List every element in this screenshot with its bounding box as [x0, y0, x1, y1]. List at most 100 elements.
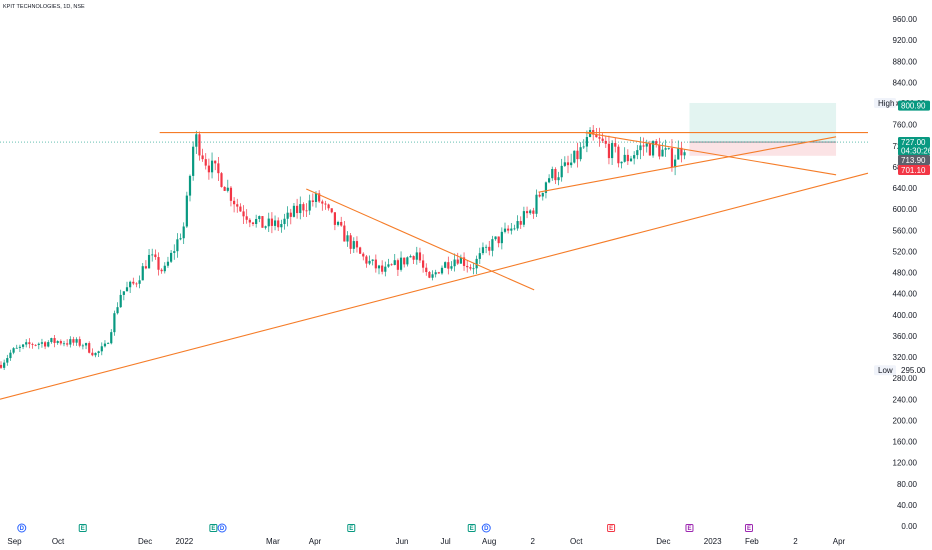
price-tick-label: 400.00	[893, 311, 918, 320]
time-tick-label: Jul	[440, 537, 450, 546]
candle-body	[113, 313, 116, 333]
earnings-event-glyph: E	[349, 526, 353, 532]
dividend-event-icon	[17, 523, 27, 533]
time-tick-label: Apr	[309, 537, 322, 546]
candle-body	[680, 147, 683, 156]
candle-body	[151, 254, 154, 256]
candle-body	[604, 140, 607, 144]
candle-body	[497, 236, 500, 244]
candle-body	[34, 344, 37, 346]
earnings-event-icon	[685, 524, 694, 532]
candle-body	[453, 259, 456, 267]
candle-body	[311, 200, 314, 202]
price-axis[interactable]: 960.00920.00880.00840.00800.00760.00720.…	[893, 15, 918, 531]
candle-body	[415, 252, 418, 260]
candle-body	[188, 175, 192, 196]
candle-body	[450, 266, 453, 269]
candle-body	[538, 194, 541, 197]
candle-body	[639, 145, 642, 151]
candle-body	[507, 228, 510, 231]
candle-body	[485, 246, 488, 248]
candle-body	[368, 260, 371, 264]
candle-body	[229, 187, 233, 201]
candle-body	[214, 160, 217, 164]
candle-body	[129, 281, 132, 288]
earnings-event-icon	[744, 524, 753, 532]
candle-body	[469, 267, 472, 269]
candle-body	[651, 141, 655, 156]
price-badge	[898, 100, 930, 111]
candle-body	[629, 158, 633, 162]
candle-body	[21, 344, 25, 347]
candle-body	[119, 294, 122, 308]
candle-body	[195, 134, 198, 147]
candle-body	[88, 343, 91, 353]
candle-body	[500, 231, 503, 244]
candle-body	[585, 137, 588, 147]
candle-body	[428, 272, 431, 278]
price-badge	[898, 165, 930, 176]
candle-body	[560, 165, 563, 178]
candle-body	[598, 137, 601, 139]
price-badge	[898, 137, 930, 148]
candle-body	[330, 208, 333, 213]
candle-body	[491, 239, 494, 251]
earnings-event-icon	[607, 524, 616, 532]
earnings-event-glyph: E	[81, 526, 85, 532]
time-tick-label: Oct	[52, 537, 65, 546]
candle-body	[393, 260, 396, 265]
earnings-event-glyph: E	[470, 526, 474, 532]
candle-body	[37, 343, 40, 345]
candle-body	[3, 362, 6, 368]
candle-body	[494, 236, 497, 240]
candle-body	[267, 218, 270, 227]
candle-body	[576, 150, 579, 160]
price-tick-label: 560.00	[893, 226, 918, 235]
candle-body	[81, 345, 84, 347]
candle-body	[273, 220, 277, 226]
time-tick-label: Aug	[482, 537, 496, 546]
candle-body	[406, 257, 409, 265]
price-caption-bg	[874, 97, 896, 108]
stop-zone	[689, 142, 837, 156]
candle-body	[570, 162, 573, 166]
candle-body	[289, 212, 292, 217]
price-tick-label: 840.00	[893, 78, 918, 87]
dividend-event-glyph: D	[20, 526, 25, 532]
candle-body	[182, 226, 185, 239]
time-tick-label: 2	[793, 537, 798, 546]
time-tick-label: Dec	[656, 537, 670, 546]
candle-body	[292, 205, 296, 217]
candle-body	[255, 219, 258, 225]
candle-body	[623, 154, 626, 162]
candle-body	[251, 222, 255, 225]
candle-body	[670, 148, 674, 168]
price-tick-label: 760.00	[893, 121, 918, 130]
candle-body	[418, 252, 422, 261]
candle-body	[333, 212, 336, 225]
candle-body	[110, 332, 113, 344]
candle-body	[674, 159, 677, 168]
candle-body	[59, 341, 62, 344]
price-tick-label: 920.00	[893, 36, 918, 45]
candle-body	[154, 254, 157, 258]
candle-body	[633, 155, 636, 159]
price-tick-label: 440.00	[893, 290, 918, 299]
candle-body	[642, 145, 645, 147]
candle-body	[50, 338, 53, 343]
time-tick-label: Mar	[266, 537, 280, 546]
price-badge	[898, 155, 930, 166]
candle-body	[179, 238, 182, 240]
candle-body	[239, 206, 242, 212]
candle-body	[72, 339, 75, 343]
trendlines[interactable]	[0, 131, 869, 400]
price-badge-text: 713.90	[901, 156, 926, 165]
time-axis[interactable]: Sep Oct Dec 2022 Mar Apr Jun Jul Aug 2 Oct Dec 2023 F…	[7, 537, 845, 546]
candle-body	[138, 280, 141, 284]
candle-body	[346, 235, 349, 242]
dividend-event-glyph: D	[220, 526, 225, 532]
candle-body	[440, 267, 444, 274]
position-box[interactable]	[0, 102, 868, 156]
